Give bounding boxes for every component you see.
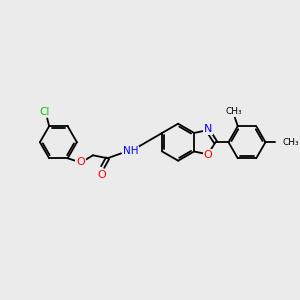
Text: CH₃: CH₃ xyxy=(226,107,242,116)
Text: O: O xyxy=(76,157,85,167)
Text: NH: NH xyxy=(123,146,139,156)
Text: Cl: Cl xyxy=(39,106,50,117)
Text: O: O xyxy=(97,170,106,180)
Text: O: O xyxy=(203,150,212,161)
Text: CH₃: CH₃ xyxy=(282,138,299,147)
Text: N: N xyxy=(204,124,212,134)
